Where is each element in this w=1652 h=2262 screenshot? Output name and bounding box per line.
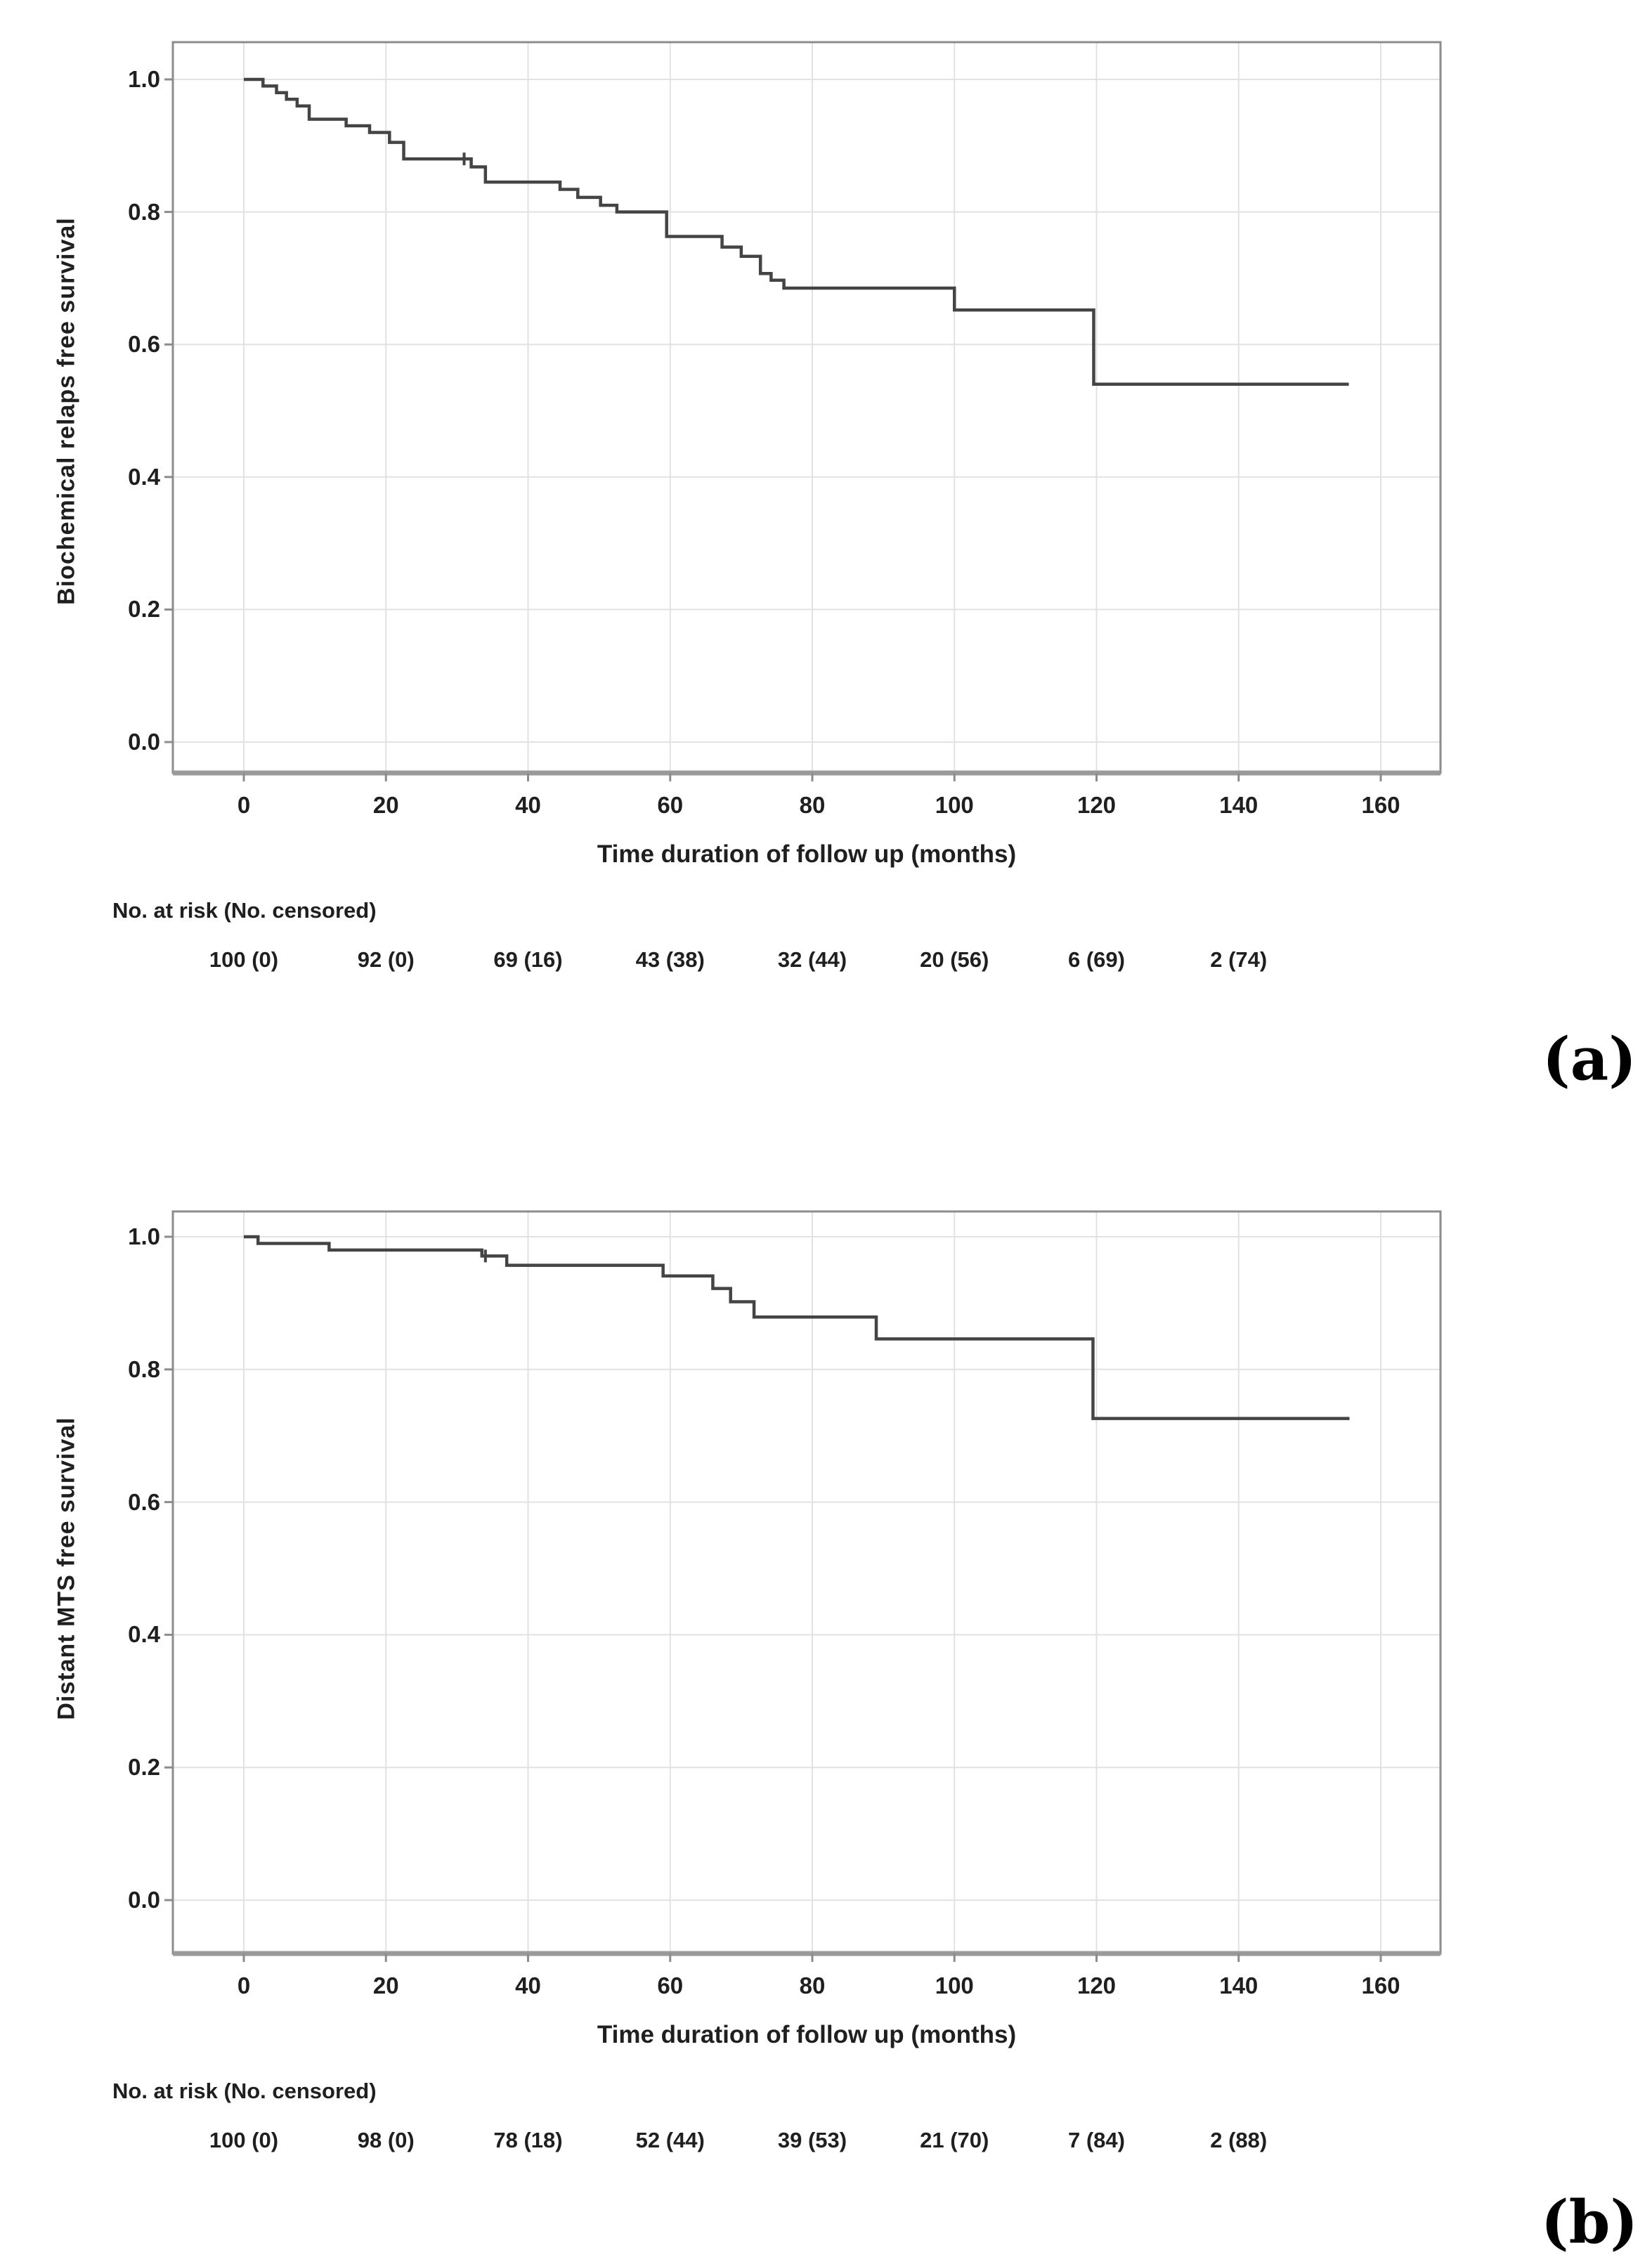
y-tick-label: 0.2 [128,1754,160,1781]
y-tick-label: 0.8 [128,1356,160,1382]
risk-table-value: 52 (44) [635,2128,705,2152]
risk-table-value: 98 (0) [357,2128,415,2152]
y-tick-label: 0.2 [128,596,160,623]
y-tick-label: 0.4 [128,1621,160,1648]
plot-box-border [171,41,1442,774]
risk-table-value: 100 (0) [209,947,279,972]
risk-table-value: 39 (53) [777,2128,847,2152]
x-tick-label: 160 [1361,1972,1400,1998]
risk-table-value: 2 (88) [1210,2128,1268,2152]
y-axis-title-b: Distant MTS free survival [53,1417,80,1720]
panel-label-a: (a) [1542,1024,1637,1094]
x-tick-label: 40 [515,1972,541,1998]
y-tick-label: 1.0 [128,66,160,92]
y-axis-title-a: Biochemical relaps free survival [53,217,80,605]
y-tick-label: 0.8 [128,198,160,225]
survival-curve [244,1235,1350,1420]
plot-box-border [171,1210,1442,1955]
panel-label-b: (b) [1540,2187,1639,2257]
x-axis-title-a: Time duration of follow up (months) [597,840,1017,868]
x-tick-label: 120 [1077,792,1117,818]
x-tick-label: 60 [657,792,684,818]
x-tick-label: 40 [515,792,541,818]
x-tick-label: 20 [372,792,399,818]
risk-table-value: 21 (70) [920,2128,989,2152]
risk-table-header-a: No. at risk (No. censored) [112,898,377,923]
y-tick-label: 0.0 [128,1887,160,1913]
y-tick-label: 0.4 [128,463,160,490]
risk-table-header-b: No. at risk (No. censored) [112,2079,377,2103]
y-tick-label: 0.6 [128,331,160,358]
x-tick-label: 60 [657,1972,684,1998]
x-tick-label: 140 [1219,1972,1258,1998]
risk-table-value: 100 (0) [209,2128,279,2152]
x-tick-label: 20 [372,1972,399,1998]
risk-table-value: 6 (69) [1068,947,1125,972]
x-tick-label: 160 [1361,792,1400,818]
risk-table-value: 78 (18) [493,2128,563,2152]
x-tick-label: 140 [1219,792,1258,818]
risk-table-value: 7 (84) [1068,2128,1125,2152]
y-tick-label: 0.6 [128,1488,160,1515]
risk-table-value: 69 (16) [493,947,563,972]
risk-table-value: 32 (44) [777,947,847,972]
risk-table-value: 20 (56) [920,947,989,972]
risk-table-value: 92 (0) [357,947,415,972]
x-tick-label: 100 [935,792,974,818]
y-tick-label: 1.0 [128,1223,160,1249]
x-tick-label: 80 [799,1972,826,1998]
x-tick-label: 120 [1077,1972,1117,1998]
y-tick-label: 0.0 [128,729,160,755]
survival-curve [244,77,1349,386]
x-tick-label: 0 [237,792,251,818]
x-axis-title-b: Time duration of follow up (months) [597,2021,1017,2048]
risk-table-value: 2 (74) [1210,947,1268,972]
risk-table-value: 43 (38) [635,947,705,972]
x-tick-label: 80 [799,792,826,818]
x-tick-label: 100 [935,1972,974,1998]
x-tick-label: 0 [237,1972,251,1998]
